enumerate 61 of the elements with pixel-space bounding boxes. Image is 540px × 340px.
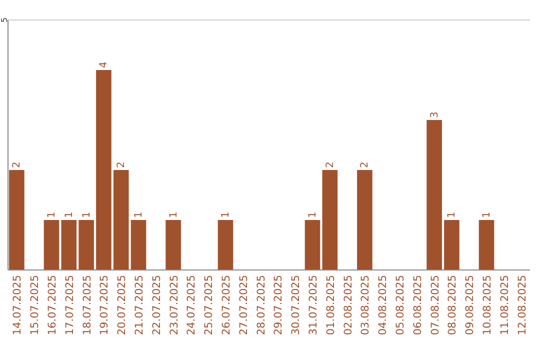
x-tick-label: 22.07.2025 bbox=[150, 275, 163, 336]
bar bbox=[304, 220, 320, 270]
y-tick-label: 5 bbox=[0, 17, 9, 23]
data-label: 1 bbox=[81, 212, 92, 218]
x-tick-label: 31.07.2025 bbox=[308, 275, 320, 336]
bar bbox=[61, 220, 77, 270]
x-tick-label: 07.08.2025 bbox=[429, 275, 442, 336]
bar bbox=[113, 170, 129, 270]
x-tick-label: 04.08.2025 bbox=[377, 275, 390, 336]
bar bbox=[478, 220, 494, 270]
bar bbox=[78, 220, 94, 270]
data-label: 1 bbox=[308, 212, 318, 218]
x-tick-label: 18.07.2025 bbox=[81, 275, 94, 336]
bar bbox=[357, 170, 372, 270]
data-label: 1 bbox=[168, 212, 180, 218]
x-tick-label: 16.07.2025 bbox=[46, 275, 58, 336]
data-label: 1 bbox=[482, 212, 492, 218]
data-label: 1 bbox=[46, 212, 58, 218]
x-tick-label: 23.07.2025 bbox=[168, 275, 180, 336]
bar bbox=[218, 220, 234, 270]
data-label: 1 bbox=[220, 212, 232, 218]
x-tick-label: 15.07.2025 bbox=[29, 275, 42, 336]
bar bbox=[426, 120, 442, 270]
x-tick-label: 09.08.2025 bbox=[464, 275, 476, 336]
x-tick-label: 10.08.2025 bbox=[482, 275, 494, 336]
bar bbox=[96, 70, 112, 270]
x-tick-label: 28.07.2025 bbox=[255, 275, 268, 336]
data-label: 4 bbox=[98, 62, 110, 68]
x-tick-label: 12.08.2025 bbox=[516, 275, 528, 336]
x-tick-label: 21.07.2025 bbox=[134, 275, 146, 336]
x-tick-label: 03.08.2025 bbox=[360, 275, 372, 336]
x-tick-label: 26.07.2025 bbox=[220, 275, 232, 336]
x-tick-label: 30.07.2025 bbox=[290, 275, 302, 336]
x-tick-label: 02.08.2025 bbox=[342, 275, 354, 336]
x-tick-label: 17.07.2025 bbox=[64, 275, 76, 336]
x-tick-label: 01.08.2025 bbox=[324, 275, 337, 336]
x-tick-label: 29.07.2025 bbox=[272, 275, 285, 336]
bar bbox=[166, 220, 181, 270]
data-label: 2 bbox=[12, 162, 23, 168]
x-tick-label: 20.07.2025 bbox=[116, 275, 128, 336]
data-label: 3 bbox=[429, 112, 440, 118]
x-tick-label: 27.07.2025 bbox=[238, 275, 250, 336]
data-label: 1 bbox=[134, 212, 144, 218]
x-tick-label: 14.07.2025 bbox=[12, 275, 24, 336]
bar bbox=[444, 220, 460, 270]
data-label: 2 bbox=[324, 162, 336, 168]
x-tick-label: 19.07.2025 bbox=[98, 275, 111, 336]
x-tick-label: 06.08.2025 bbox=[412, 275, 424, 336]
x-tick-label: 08.08.2025 bbox=[446, 275, 459, 336]
data-label: 2 bbox=[116, 162, 128, 168]
bar bbox=[130, 220, 146, 270]
data-label: 2 bbox=[360, 162, 371, 168]
x-tick-label: 25.07.2025 bbox=[203, 275, 216, 336]
bar bbox=[9, 170, 24, 270]
x-tick-label: 05.08.2025 bbox=[394, 275, 406, 336]
data-label: 1 bbox=[446, 212, 458, 218]
x-tick-label: 11.08.2025 bbox=[498, 275, 511, 336]
x-tick-label: 24.07.2025 bbox=[186, 275, 198, 336]
data-label: 1 bbox=[64, 212, 75, 218]
bar bbox=[322, 170, 338, 270]
bar bbox=[44, 220, 60, 270]
